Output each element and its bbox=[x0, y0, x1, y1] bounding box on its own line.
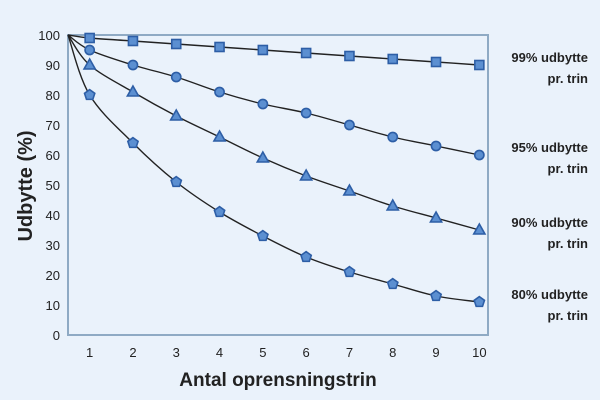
data-point-pentagon bbox=[126, 136, 140, 149]
data-point-square bbox=[430, 56, 442, 68]
y-tick-label: 90 bbox=[46, 58, 60, 73]
data-point-square bbox=[344, 50, 355, 62]
data-point-pentagon bbox=[256, 229, 269, 242]
series-label: pr. trin bbox=[548, 161, 589, 176]
data-point-triangle bbox=[472, 222, 487, 235]
series-label: 95% udbytte bbox=[511, 140, 588, 155]
y-tick-label: 100 bbox=[38, 28, 60, 43]
y-tick-label: 70 bbox=[46, 118, 60, 133]
data-point-triangle bbox=[255, 150, 270, 163]
y-tick-label: 20 bbox=[46, 268, 60, 283]
data-point-triangle bbox=[125, 84, 140, 97]
series-label: 80% udbytte bbox=[511, 287, 588, 302]
y-tick-label: 10 bbox=[46, 298, 60, 313]
y-axis-title: Udbytte (%) bbox=[15, 130, 37, 241]
x-axis-ticks: 1 2 3 4 5 6 7 8 9 10 bbox=[86, 345, 487, 360]
data-point-square bbox=[84, 32, 95, 44]
data-point-circle bbox=[170, 71, 182, 83]
data-point-circle bbox=[473, 149, 485, 161]
data-point-square bbox=[387, 53, 399, 65]
data-point-pentagon bbox=[213, 205, 226, 218]
y-tick-label: 60 bbox=[46, 148, 60, 163]
data-point-triangle bbox=[429, 210, 444, 223]
x-tick-label: 7 bbox=[346, 345, 353, 360]
series-label: pr. trin bbox=[548, 71, 589, 86]
y-tick-label: 50 bbox=[46, 178, 60, 193]
data-point-square bbox=[170, 38, 182, 50]
data-point-circle bbox=[344, 119, 355, 131]
data-point-pentagon bbox=[473, 295, 486, 308]
data-point-triangle bbox=[385, 198, 400, 211]
data-point-square bbox=[214, 41, 225, 53]
data-point-pentagon bbox=[170, 175, 183, 188]
y-tick-label: 30 bbox=[46, 238, 60, 253]
series-label: 99% udbytte bbox=[511, 50, 588, 65]
x-tick-label: 1 bbox=[86, 345, 93, 360]
data-point-pentagon bbox=[386, 277, 399, 290]
data-point-pentagon bbox=[429, 289, 443, 302]
y-tick-label: 40 bbox=[46, 208, 60, 223]
series-labels: 99% udbytte pr. trin 95% udbytte pr. trin 90… bbox=[511, 50, 588, 323]
x-tick-label: 3 bbox=[173, 345, 180, 360]
y-axis-ticks: 0 10 20 30 40 50 60 70 80 90 100 bbox=[38, 28, 60, 343]
data-point-square bbox=[300, 47, 312, 59]
data-point-circle bbox=[300, 107, 312, 119]
plot-frame bbox=[67, 34, 489, 336]
data-point-square bbox=[127, 35, 139, 47]
series-label: pr. trin bbox=[548, 236, 589, 251]
x-tick-label: 2 bbox=[129, 345, 136, 360]
data-point-circle bbox=[214, 86, 225, 98]
data-point-circle bbox=[127, 59, 139, 71]
data-point-circle bbox=[257, 98, 269, 110]
x-tick-label: 10 bbox=[472, 345, 486, 360]
data-point-triangle bbox=[299, 168, 314, 181]
data-point-pentagon bbox=[343, 265, 356, 278]
x-tick-label: 5 bbox=[259, 345, 266, 360]
data-point-triangle bbox=[342, 183, 357, 196]
series-line bbox=[67, 34, 480, 303]
series-group bbox=[67, 32, 487, 308]
data-point-circle bbox=[84, 44, 96, 56]
data-point-pentagon bbox=[300, 250, 313, 263]
x-tick-label: 4 bbox=[216, 345, 223, 360]
data-point-circle bbox=[387, 131, 399, 143]
data-point-pentagon bbox=[83, 88, 96, 101]
data-point-triangle bbox=[82, 57, 97, 70]
y-tick-label: 80 bbox=[46, 88, 60, 103]
data-point-triangle bbox=[212, 129, 227, 142]
x-tick-label: 6 bbox=[303, 345, 310, 360]
x-axis-title: Antal oprensningstrin bbox=[179, 370, 376, 391]
x-tick-label: 9 bbox=[432, 345, 439, 360]
y-tick-label: 0 bbox=[53, 328, 60, 343]
data-point-square bbox=[474, 59, 485, 71]
data-point-triangle bbox=[169, 108, 184, 121]
series-label: pr. trin bbox=[548, 308, 589, 323]
x-tick-label: 8 bbox=[389, 345, 396, 360]
series-label: 90% udbytte bbox=[511, 215, 588, 230]
data-point-square bbox=[257, 44, 269, 56]
data-point-circle bbox=[430, 140, 442, 152]
